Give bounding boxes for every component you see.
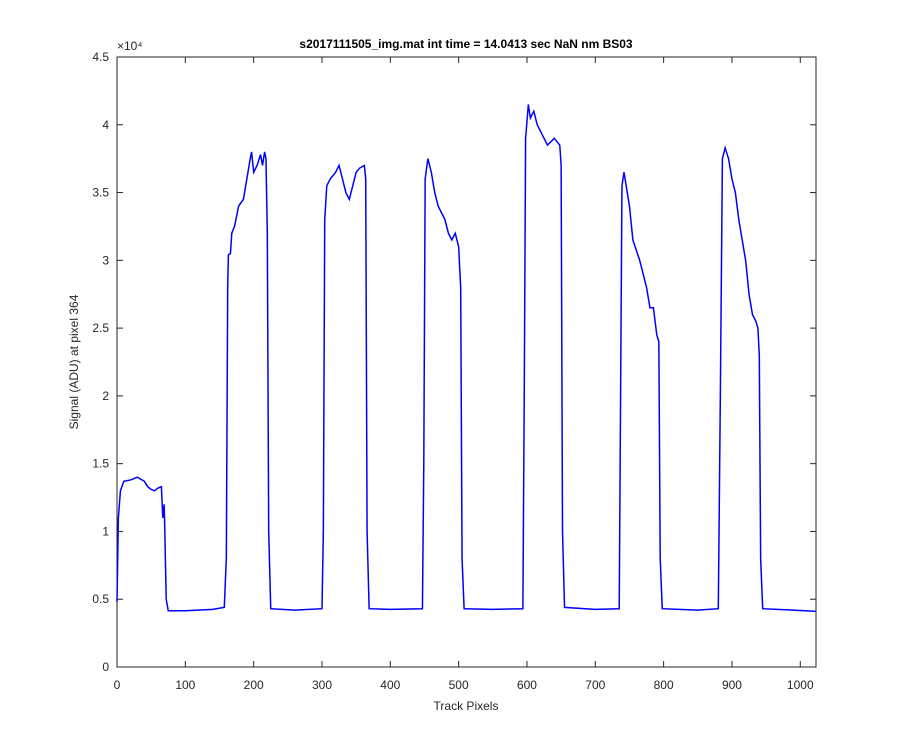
data-line (116, 104, 817, 613)
y-tick-label: 1.5 (92, 457, 109, 471)
x-tick-label: 200 (244, 678, 264, 692)
plot-area (116, 56, 817, 668)
y-tick-label: 2.5 (92, 321, 109, 335)
x-tick-label: 400 (380, 678, 400, 692)
x-tick-label: 300 (312, 678, 332, 692)
y-axis-label: Signal (ADU) at pixel 364 (67, 294, 81, 429)
x-tick-label: 700 (585, 678, 605, 692)
x-tick-label: 100 (175, 678, 195, 692)
y-tick-label: 0.5 (92, 592, 109, 606)
y-tick-label: 4 (102, 118, 109, 132)
x-tick-label: 0 (114, 678, 121, 692)
x-tick-label: 600 (517, 678, 537, 692)
x-tick-label: 500 (449, 678, 469, 692)
y-exponent: ×10⁴ (117, 39, 143, 53)
y-tick-label: 0 (102, 660, 109, 674)
x-axis-label: Track Pixels (434, 699, 499, 713)
y-tick-label: 3.5 (92, 186, 109, 200)
x-tick-label: 800 (654, 678, 674, 692)
x-tick-label: 900 (722, 678, 742, 692)
chart-title: s2017111505_img.mat int time = 14.0413 s… (299, 37, 633, 51)
y-tick-label: 2 (102, 389, 109, 403)
y-tick-label: 1 (102, 524, 109, 538)
x-tick-label: 1000 (787, 678, 814, 692)
y-tick-label: 3 (102, 253, 109, 267)
y-tick-label: 4.5 (92, 50, 109, 64)
